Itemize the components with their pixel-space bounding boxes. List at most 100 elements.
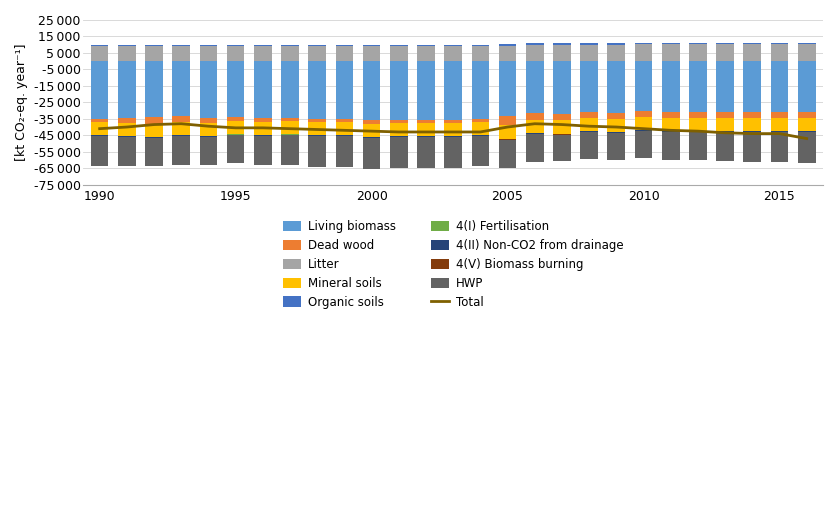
- Bar: [118, 61, 136, 118]
- Bar: [199, 123, 217, 136]
- Bar: [716, 44, 734, 61]
- Bar: [417, 45, 435, 46]
- Bar: [227, 45, 245, 46]
- Bar: [335, 45, 354, 46]
- Bar: [363, 138, 380, 169]
- Bar: [118, 45, 136, 46]
- Bar: [417, 61, 435, 119]
- Bar: [526, 61, 544, 113]
- Bar: [254, 135, 272, 136]
- Bar: [716, 132, 734, 161]
- Bar: [716, 118, 734, 131]
- Bar: [526, 113, 544, 119]
- Bar: [118, 137, 136, 166]
- Bar: [254, 136, 272, 165]
- Total: [258, 125, 268, 131]
- Bar: [91, 136, 108, 166]
- Bar: [444, 45, 462, 46]
- Bar: [798, 118, 815, 131]
- Bar: [771, 132, 789, 162]
- Bar: [91, 119, 108, 122]
- Bar: [472, 45, 489, 46]
- Bar: [798, 61, 815, 112]
- Total: [285, 126, 295, 132]
- Bar: [499, 61, 516, 115]
- Bar: [634, 42, 652, 44]
- Bar: [526, 134, 544, 162]
- Total: [394, 129, 404, 135]
- Bar: [282, 46, 299, 61]
- Bar: [390, 123, 407, 136]
- Total: [122, 124, 132, 130]
- Bar: [634, 130, 652, 131]
- Bar: [689, 42, 706, 44]
- Bar: [662, 112, 680, 118]
- Bar: [580, 112, 598, 118]
- Bar: [227, 117, 245, 121]
- Bar: [390, 119, 407, 123]
- Total: [720, 129, 730, 136]
- Bar: [499, 46, 516, 61]
- Bar: [145, 61, 163, 117]
- Bar: [608, 119, 625, 132]
- Bar: [254, 46, 272, 61]
- Total: [475, 129, 485, 135]
- Bar: [771, 61, 789, 112]
- Bar: [227, 121, 245, 135]
- Bar: [282, 45, 299, 46]
- Bar: [199, 46, 217, 61]
- Bar: [472, 61, 489, 119]
- Bar: [526, 119, 544, 133]
- Bar: [308, 122, 326, 135]
- Bar: [798, 131, 815, 132]
- Bar: [608, 132, 625, 133]
- Bar: [282, 61, 299, 118]
- Total: [366, 128, 376, 134]
- Bar: [282, 121, 299, 135]
- Total: [802, 135, 812, 141]
- Bar: [553, 61, 571, 114]
- Bar: [798, 112, 815, 118]
- Bar: [335, 122, 354, 135]
- Bar: [444, 46, 462, 61]
- Y-axis label: [kt CO₂-eq. year⁻¹]: [kt CO₂-eq. year⁻¹]: [15, 43, 28, 161]
- Total: [95, 126, 105, 132]
- Bar: [472, 136, 489, 166]
- Total: [639, 126, 649, 132]
- Bar: [499, 125, 516, 138]
- Bar: [199, 136, 217, 137]
- Bar: [689, 118, 706, 131]
- Bar: [417, 119, 435, 123]
- Bar: [771, 44, 789, 61]
- Bar: [363, 119, 380, 124]
- Total: [530, 121, 540, 127]
- Bar: [173, 136, 190, 165]
- Total: [693, 128, 703, 134]
- Bar: [444, 123, 462, 136]
- Bar: [227, 46, 245, 61]
- Bar: [634, 112, 652, 117]
- Bar: [743, 61, 761, 112]
- Bar: [308, 135, 326, 136]
- Bar: [199, 45, 217, 46]
- Bar: [254, 61, 272, 118]
- Bar: [308, 46, 326, 61]
- Bar: [417, 123, 435, 136]
- Bar: [608, 43, 625, 45]
- Bar: [608, 61, 625, 113]
- Bar: [580, 131, 598, 132]
- Bar: [608, 45, 625, 61]
- Bar: [335, 46, 354, 61]
- Bar: [499, 139, 516, 168]
- Bar: [472, 122, 489, 135]
- Bar: [363, 45, 380, 46]
- Bar: [173, 46, 190, 61]
- Total: [448, 129, 458, 135]
- Bar: [771, 118, 789, 131]
- Bar: [472, 119, 489, 122]
- Bar: [91, 61, 108, 119]
- Bar: [444, 61, 462, 119]
- Bar: [662, 42, 680, 44]
- Bar: [363, 124, 380, 137]
- Bar: [798, 44, 815, 61]
